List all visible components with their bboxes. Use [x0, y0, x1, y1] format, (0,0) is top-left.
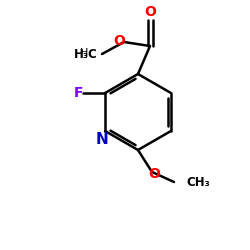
Text: CH₃: CH₃	[186, 176, 210, 188]
Text: H₃C: H₃C	[74, 48, 98, 60]
Text: O: O	[148, 167, 160, 181]
Text: N: N	[96, 132, 108, 148]
Text: H: H	[80, 48, 88, 58]
Text: O: O	[113, 34, 125, 48]
Text: F: F	[73, 86, 83, 100]
Text: O: O	[144, 5, 156, 19]
